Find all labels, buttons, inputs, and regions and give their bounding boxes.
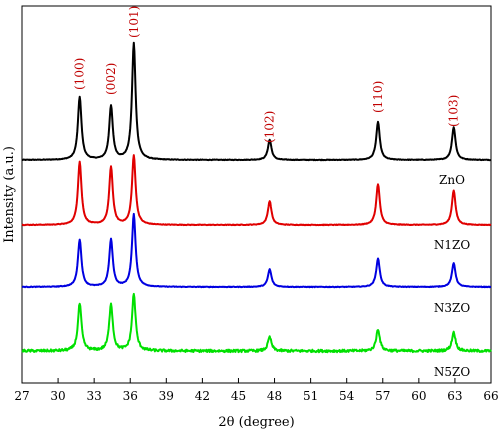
- series-line-n5zo: [21, 292, 492, 354]
- plot-frame: [21, 5, 492, 384]
- x-tick-label: 36: [123, 389, 138, 403]
- peak-label: (101): [127, 6, 141, 38]
- series-label-n1zo: N1ZO: [434, 238, 470, 252]
- series-label-n5zo: N5ZO: [434, 365, 470, 379]
- x-tick-label: 33: [87, 389, 102, 403]
- x-tick-label: 42: [195, 389, 210, 403]
- series-layer: [21, 41, 492, 354]
- peak-label: (002): [104, 63, 118, 95]
- series-line-zno: [21, 41, 492, 162]
- series-line-n3zo: [21, 212, 492, 289]
- series-line-n1zo: [21, 154, 492, 227]
- x-tick-label: 60: [411, 389, 426, 403]
- x-tick-label: 57: [375, 389, 390, 403]
- y-axis-title: Intensity (a.u.): [2, 146, 17, 243]
- peak-label: (102): [263, 111, 277, 143]
- peak-label: (110): [371, 81, 385, 113]
- x-tick-label: 48: [267, 389, 282, 403]
- series-labels: ZnO N1ZO N3ZO N5ZO: [434, 173, 470, 379]
- x-tick-label: 54: [339, 389, 355, 403]
- peak-labels: (100) (002) (101) (102) (110) (103): [73, 6, 461, 143]
- series-label-zno: ZnO: [439, 173, 465, 187]
- x-tick-label: 39: [159, 389, 174, 403]
- peak-label: (100): [73, 58, 87, 90]
- x-tick-label: 66: [483, 389, 498, 403]
- peak-label: (103): [447, 95, 461, 127]
- x-tick-label: 63: [447, 389, 462, 403]
- x-tick-label: 45: [231, 389, 246, 403]
- x-axis-ticks: 27 30 33 36 39 42 45 48 51 54 57 60 63 66: [14, 378, 499, 403]
- series-label-n3zo: N3ZO: [434, 301, 470, 315]
- x-axis-title: 2θ (degree): [218, 415, 294, 430]
- x-tick-label: 27: [14, 389, 29, 403]
- x-tick-label: 51: [303, 389, 318, 403]
- x-tick-label: 30: [50, 389, 65, 403]
